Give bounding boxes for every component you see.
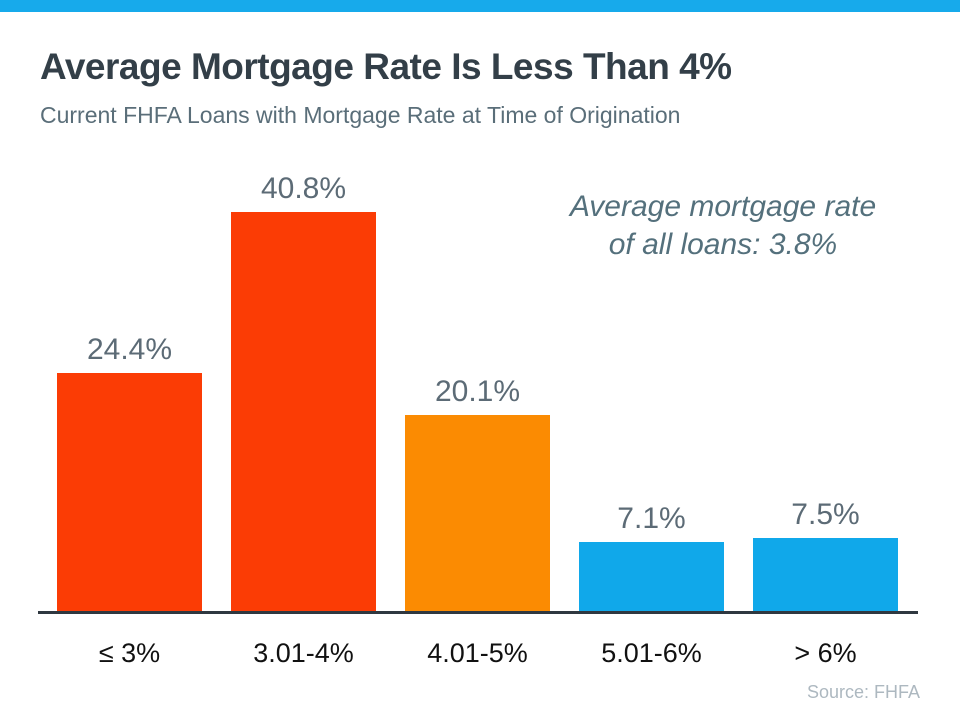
bar-group: 24.4% [57, 332, 202, 612]
average-rate-annotation: Average mortgage rate of all loans: 3.8% [540, 188, 906, 263]
x-axis-label: 3.01-4% [253, 638, 354, 668]
bar-value-label: 40.8% [260, 171, 347, 205]
x-axis-line [38, 611, 918, 614]
bar-value-label: 7.1% [617, 501, 686, 535]
bar-value-label: 7.5% [791, 497, 860, 531]
bar-chart: 24.4% 40.8% 20.1% 7.1% 7.5% [57, 170, 898, 612]
annotation-line-1: Average mortgage rate [569, 190, 877, 223]
bar-group: 7.5% [753, 497, 898, 612]
page-title: Average Mortgage Rate Is Less Than 4% [40, 46, 732, 87]
bar [405, 415, 550, 612]
x-axis-label: 4.01-5% [427, 638, 528, 668]
bar-value-label: 24.4% [86, 332, 173, 366]
bar [579, 542, 724, 612]
bar-group: 7.1% [579, 501, 724, 612]
bar [231, 212, 376, 612]
top-accent-bar [0, 0, 960, 12]
source-credit: Source: FHFA [806, 682, 920, 702]
bar-value-label: 20.1% [434, 374, 521, 408]
bar [753, 538, 898, 612]
page-subtitle: Current FHFA Loans with Mortgage Rate at… [40, 102, 681, 128]
x-axis-labels: ≤ 3% 3.01-4% 4.01-5% 5.01-6% > 6% [57, 638, 898, 669]
bar [57, 373, 202, 612]
bar-group: 40.8% [231, 171, 376, 612]
x-axis-label: 5.01-6% [601, 638, 702, 668]
bar-group: 20.1% [405, 374, 550, 612]
annotation-line-2: of all loans: 3.8% [608, 227, 838, 261]
x-axis-label: ≤ 3% [98, 638, 161, 668]
x-axis-label: > 6% [794, 638, 857, 668]
